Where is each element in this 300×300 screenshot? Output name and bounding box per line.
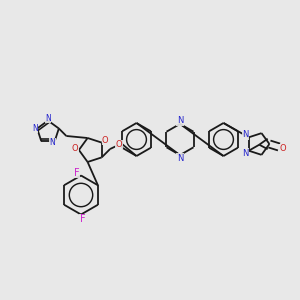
- Text: O: O: [279, 144, 286, 153]
- Text: N: N: [243, 130, 249, 140]
- Text: O: O: [72, 144, 79, 153]
- Text: N: N: [177, 154, 183, 163]
- Text: N: N: [243, 148, 249, 158]
- Text: O: O: [116, 140, 122, 149]
- Text: F: F: [80, 214, 85, 224]
- Text: N: N: [45, 114, 51, 123]
- Text: N: N: [177, 116, 183, 125]
- Text: F: F: [74, 167, 79, 178]
- Text: N: N: [50, 138, 55, 147]
- Text: N: N: [32, 124, 38, 133]
- Text: O: O: [102, 136, 109, 145]
